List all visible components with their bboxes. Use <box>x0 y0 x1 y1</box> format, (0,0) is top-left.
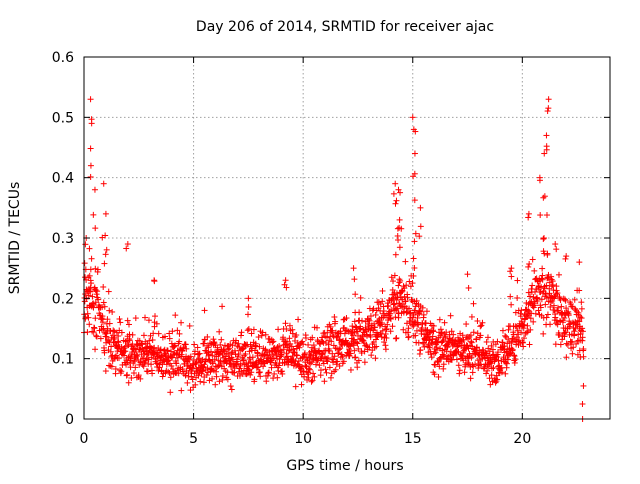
chart-container: 00.10.20.30.40.50.605101520 Day 206 of 2… <box>0 0 640 480</box>
scatter-chart: 00.10.20.30.40.50.605101520 Day 206 of 2… <box>0 0 640 480</box>
